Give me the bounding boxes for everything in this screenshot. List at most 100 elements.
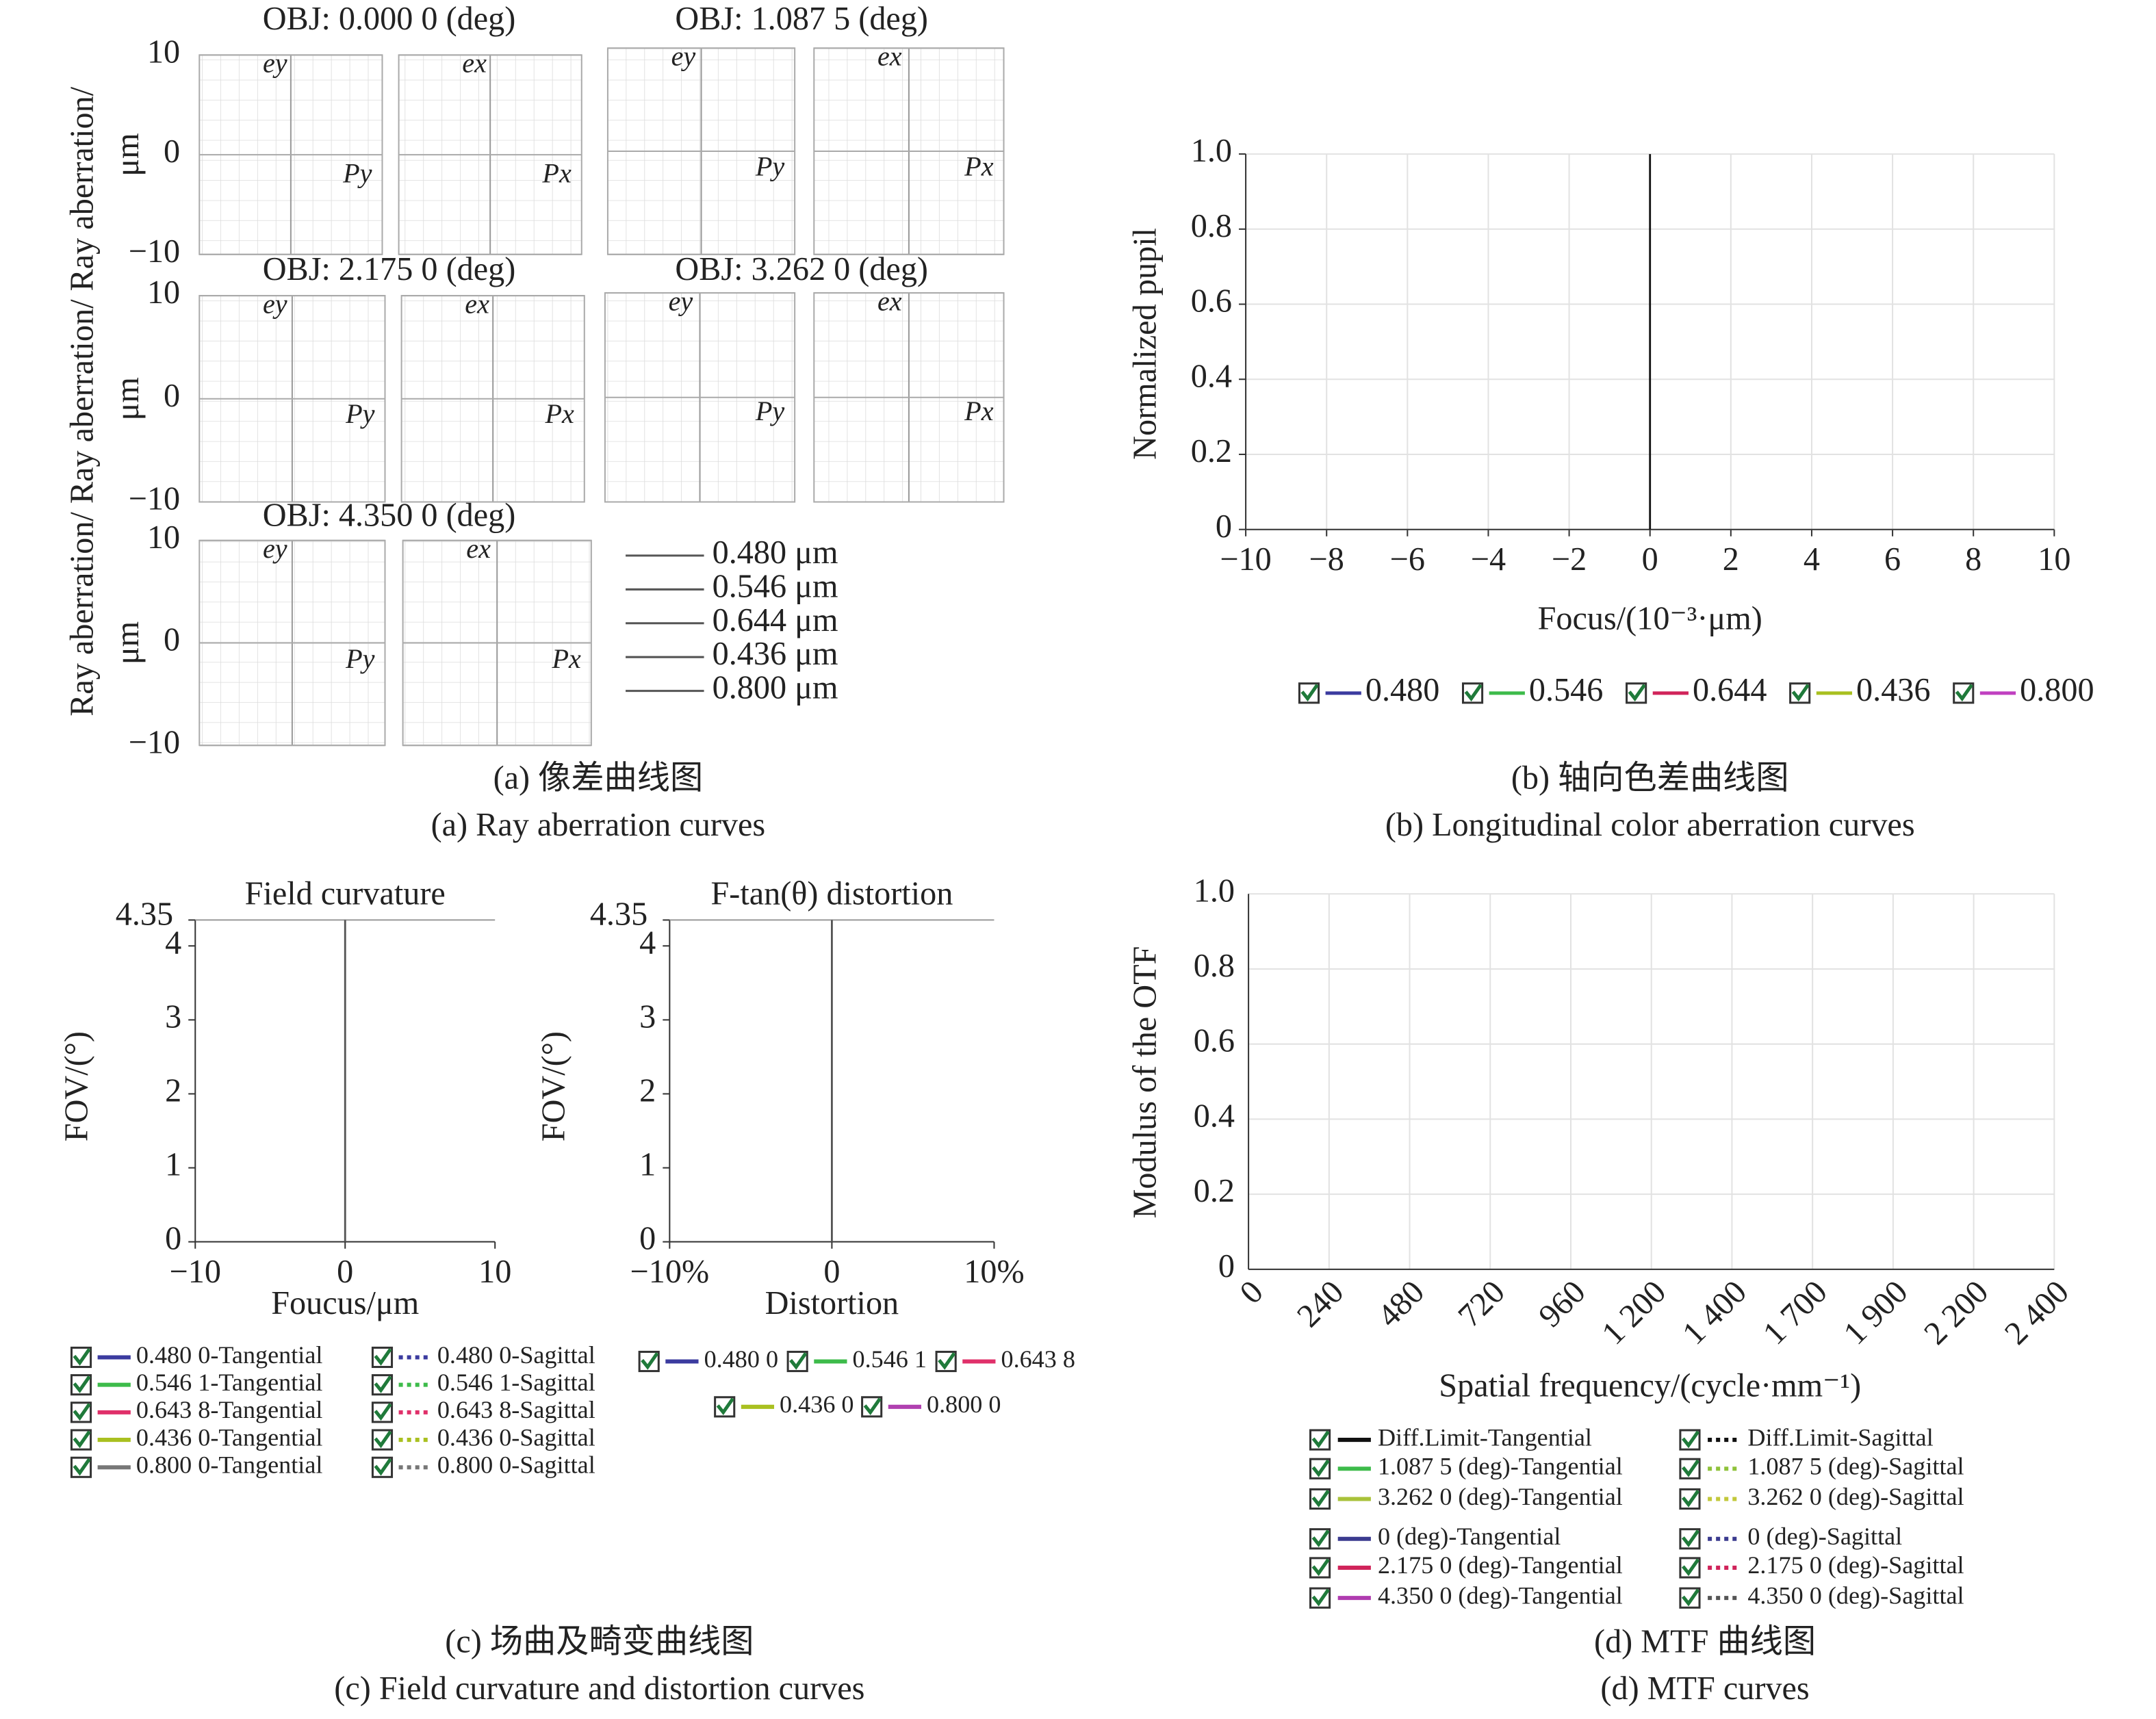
legend-check [1681,1459,1700,1477]
x-tick-label: −6 [1390,541,1425,578]
legend-label: 0 (deg)-Tangential [1378,1523,1561,1550]
y-tick-label: 10 [147,274,180,311]
field-title: OBJ: 1.087 5 (deg) [675,1,928,37]
legend-label: Diff.Limit-Sagittal [1747,1423,1933,1451]
caption-cn: (c) 场曲及畸变曲线图 [445,1624,754,1660]
y-tick-label: 3 [165,998,181,1035]
field-title: OBJ: 2.175 0 (deg) [263,251,516,287]
pupil-label: Py [755,396,785,426]
caption-en: (b) Longitudinal color aberration curves [1385,807,1915,843]
legend-check [374,1430,392,1449]
y-axis-label: Modulus of the OTF [1127,946,1164,1219]
y-tick-label: 4.35 [116,896,173,932]
legend-label: Diff.Limit-Tangential [1378,1423,1592,1451]
legend-check [374,1403,392,1421]
x-tick-label: 6 [1884,541,1901,578]
y-tick-label: 4 [165,925,181,961]
legend-check [1681,1558,1700,1577]
y-tick-label: 0.4 [1191,358,1232,394]
pupil-label: Py [345,398,375,429]
x-tick-label: 10 [478,1254,511,1290]
x-tick-label: 2 [1723,541,1739,578]
y-tick-label: 0 [164,133,180,170]
legend-check [1464,684,1483,702]
caption-cn: (a) 像差曲线图 [493,760,704,797]
plot-label: ex [877,41,902,72]
legend-label: 0.436 μm [713,636,838,672]
legend-label: 0.436 [1856,672,1930,708]
x-tick-label: 10% [964,1254,1024,1290]
x-tick-label: −10 [1220,541,1271,578]
legend-label: 3.262 0 (deg)-Tangential [1378,1483,1623,1510]
plot-label: ex [466,533,491,564]
legend-check [641,1352,659,1370]
y-unit: μm [110,621,146,664]
legend-check [1681,1430,1700,1449]
legend-check [716,1397,734,1416]
legend-check [1955,684,1973,702]
plot-label: ey [263,288,287,319]
legend-label: 0.800 0-Tangential [136,1451,323,1479]
y-tick-label: 0 [1216,508,1232,545]
pupil-label: Px [964,396,994,426]
x-tick-label: 4 [1804,541,1820,578]
legend-check [1681,1489,1700,1508]
y-tick-label: 1 [165,1147,181,1183]
legend-label: 0.480 0 [704,1345,778,1373]
legend-label: 0.546 1 [853,1345,927,1373]
plot-label: ex [877,285,902,316]
y-unit: μm [110,377,146,420]
y-tick-label: 0 [165,1221,181,1257]
caption-en: (c) Field curvature and distortion curve… [334,1670,864,1707]
x-axis-label: Distortion [765,1285,899,1321]
field-title: OBJ: 0.000 0 (deg) [263,1,516,37]
pupil-label: Py [755,151,785,181]
legend-check [73,1375,91,1393]
legend-check [73,1430,91,1449]
pupil-label: Py [345,643,375,674]
y-tick-label: 0.8 [1194,948,1235,984]
legend-label: 2.175 0 (deg)-Sagittal [1747,1551,1964,1579]
x-tick-label: 0 [823,1254,840,1290]
x-tick-label: −10% [630,1254,710,1290]
y-tick-label: −10 [129,724,180,760]
y-tick-label: 0 [639,1221,656,1257]
x-tick-label: 0 [1642,541,1658,578]
legend-label: 0.436 0-Tangential [136,1423,323,1451]
legend-label: 0.546 μm [713,568,838,604]
legend-check [374,1458,392,1476]
y-tick-label: 0.2 [1191,433,1232,469]
legend-check [789,1352,808,1370]
legend-label: 0.480 0-Tangential [136,1341,323,1369]
legend-label: 0.800 0 [927,1391,1001,1418]
field-title: OBJ: 4.350 0 (deg) [263,497,516,534]
legend-label: 0.800 μm [713,670,838,706]
y-tick-label: 10 [147,34,180,70]
y-tick-label: 1.0 [1194,873,1235,909]
legend-check [1311,1588,1330,1607]
x-tick-label: −8 [1309,541,1344,578]
legend-check [863,1397,882,1416]
y-tick-label: 0.6 [1194,1023,1235,1059]
legend-label: 0.644 μm [713,602,838,638]
caption-en: (a) Ray aberration curves [431,807,766,843]
legend-label: 0.643 8-Sagittal [437,1396,595,1423]
legend-label: 2.175 0 (deg)-Tangential [1378,1551,1623,1579]
plot-title: Field curvature [245,875,446,912]
y-tick-label: 4 [639,925,656,961]
y-tick-label: 2 [165,1073,181,1109]
legend-label: 0.546 [1529,672,1603,708]
legend-label: 0.644 [1693,672,1767,708]
y-axis-label: FOV/(°) [59,1031,95,1141]
legend-label: 3.262 0 (deg)-Sagittal [1747,1483,1964,1510]
legend-check [1311,1489,1330,1508]
legend-check [1681,1588,1700,1607]
legend-label: 4.350 0 (deg)-Tangential [1378,1581,1623,1609]
legend-label: 0.480 0-Sagittal [437,1341,595,1369]
legend-label: 1.087 5 (deg)-Sagittal [1747,1453,1964,1480]
legend-check [1791,684,1810,702]
y-tick-label: 3 [639,998,656,1035]
y-tick-label: 1 [639,1147,656,1183]
